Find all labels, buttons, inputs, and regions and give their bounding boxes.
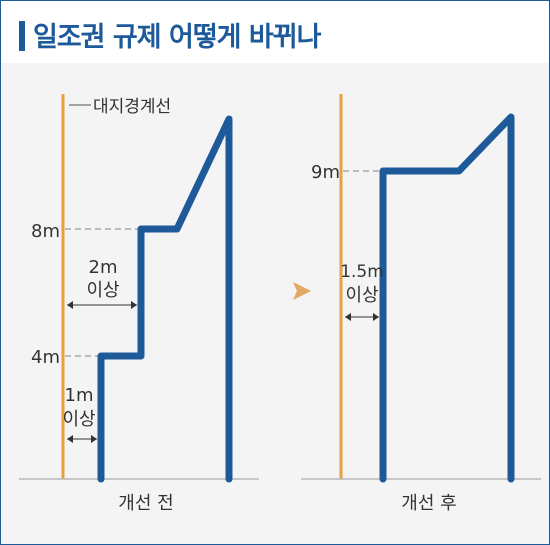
setback-upper-value: 2m [89, 257, 118, 278]
setback-lower-arrowhead-right [91, 435, 97, 443]
setback-upper-arrowhead-left [67, 301, 73, 309]
building-outline-before [97, 115, 233, 483]
setback-upper-suffix: 이상 [86, 280, 119, 301]
setback-lower-value: 1m [65, 385, 94, 406]
setback-after-arrowhead-right [373, 313, 379, 321]
caption-before: 개선 전 [118, 493, 173, 514]
setback-lower-arrowhead-left [67, 435, 73, 443]
setback-lower-suffix: 이상 [62, 409, 95, 430]
transition-arrow [263, 282, 311, 300]
title-accent-bar [19, 21, 25, 51]
setback-after-value: 1.5m [340, 262, 384, 282]
height-label-4m: 4m [31, 347, 60, 368]
setback-after-suffix: 이상 [345, 285, 378, 306]
title-area: 일조권 규제 어떻게 바뀌나 [1, 1, 549, 63]
building-outline-after [379, 113, 515, 483]
setback-upper-arrowhead-right [131, 301, 137, 309]
height-label-8m: 8m [31, 221, 60, 242]
height-label-9m: 9m [311, 162, 340, 183]
setback-after-arrowhead-left [345, 313, 351, 321]
figure-title: 일조권 규제 어떻게 바뀌나 [33, 22, 321, 53]
caption-after: 개선 후 [401, 493, 456, 514]
boundary-label: 대지경계선 [93, 97, 171, 117]
